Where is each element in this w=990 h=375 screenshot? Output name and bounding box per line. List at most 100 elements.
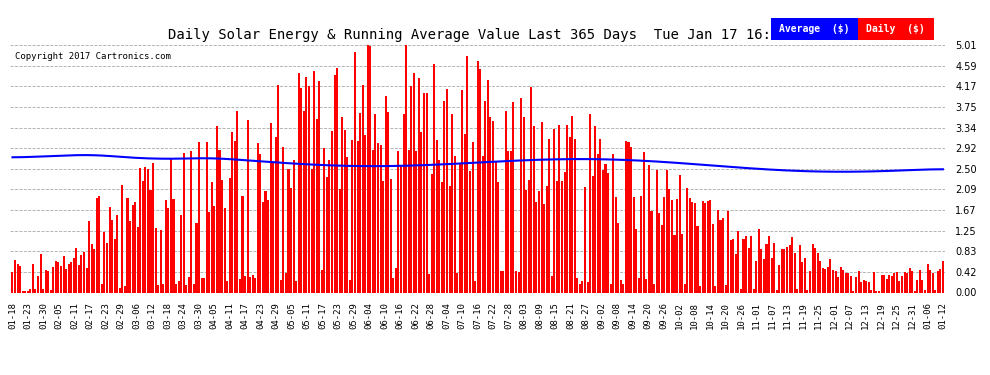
Bar	[666, 170, 668, 292]
Bar	[809, 271, 811, 292]
Bar	[448, 186, 450, 292]
Bar	[96, 198, 98, 292]
Bar	[822, 268, 824, 292]
Bar	[73, 258, 75, 292]
Bar	[538, 191, 541, 292]
Bar	[584, 187, 586, 292]
Bar	[715, 286, 717, 292]
Bar	[842, 270, 844, 292]
Bar	[523, 117, 525, 292]
Bar	[686, 188, 688, 292]
Bar	[722, 218, 724, 292]
Bar	[369, 46, 371, 292]
Bar	[308, 86, 310, 292]
Bar	[190, 151, 192, 292]
Bar	[510, 151, 512, 292]
Bar	[354, 52, 356, 292]
Bar	[245, 276, 247, 292]
Bar	[862, 280, 864, 292]
Bar	[78, 265, 80, 292]
Bar	[142, 181, 144, 292]
Bar	[272, 163, 274, 292]
Bar	[513, 102, 515, 292]
Bar	[331, 131, 333, 292]
Bar	[65, 269, 67, 292]
Bar	[469, 171, 471, 292]
Bar	[932, 273, 934, 292]
Bar	[428, 274, 430, 292]
Bar	[844, 273, 846, 292]
Bar	[203, 278, 205, 292]
Bar	[886, 279, 888, 292]
Bar	[377, 142, 379, 292]
Bar	[545, 186, 547, 292]
Bar	[116, 214, 118, 292]
Bar	[277, 86, 279, 292]
Bar	[760, 249, 762, 292]
Bar	[860, 282, 862, 292]
Bar	[791, 237, 793, 292]
Bar	[198, 142, 200, 292]
Bar	[426, 93, 428, 292]
Bar	[586, 282, 589, 292]
Bar	[329, 160, 331, 292]
Bar	[563, 172, 565, 292]
Bar	[298, 73, 300, 292]
Bar	[124, 286, 126, 292]
Bar	[500, 271, 502, 292]
Bar	[898, 281, 901, 292]
Bar	[515, 271, 517, 292]
Bar	[650, 211, 652, 292]
Bar	[400, 165, 402, 292]
Bar	[602, 170, 604, 292]
Bar	[35, 290, 37, 292]
Bar	[847, 273, 849, 292]
Bar	[285, 273, 287, 292]
Bar	[464, 134, 466, 292]
Bar	[247, 120, 248, 292]
Bar	[43, 289, 45, 292]
Bar	[896, 272, 898, 292]
Bar	[801, 262, 803, 292]
Bar	[201, 278, 203, 292]
Bar	[339, 189, 341, 292]
Bar	[937, 271, 939, 292]
Bar	[704, 202, 706, 292]
Bar	[134, 202, 137, 292]
Bar	[242, 196, 244, 292]
Bar	[211, 182, 213, 292]
Bar	[489, 117, 491, 292]
Bar	[594, 126, 596, 292]
Bar	[763, 259, 765, 292]
Bar	[254, 278, 256, 292]
Bar	[114, 240, 116, 292]
Bar	[526, 190, 528, 292]
Bar	[536, 202, 538, 292]
Bar	[671, 200, 673, 292]
Bar	[941, 261, 943, 292]
Bar	[167, 209, 169, 292]
Bar	[904, 272, 906, 292]
Bar	[12, 272, 14, 292]
Bar	[461, 90, 463, 292]
Bar	[778, 265, 780, 292]
Bar	[295, 281, 297, 292]
Bar	[658, 213, 660, 292]
Bar	[129, 221, 131, 292]
Bar	[280, 280, 282, 292]
Bar	[374, 114, 376, 292]
Bar	[641, 196, 643, 292]
FancyBboxPatch shape	[857, 18, 935, 40]
Text: Average  ($): Average ($)	[779, 24, 849, 34]
Bar	[214, 206, 216, 292]
Bar	[293, 160, 295, 292]
Bar	[927, 264, 929, 292]
Bar	[638, 278, 640, 292]
Bar	[229, 178, 231, 292]
Bar	[548, 140, 550, 292]
Bar	[313, 71, 315, 292]
Bar	[849, 276, 851, 292]
Bar	[132, 206, 134, 292]
Bar	[817, 253, 819, 292]
Bar	[755, 261, 757, 292]
